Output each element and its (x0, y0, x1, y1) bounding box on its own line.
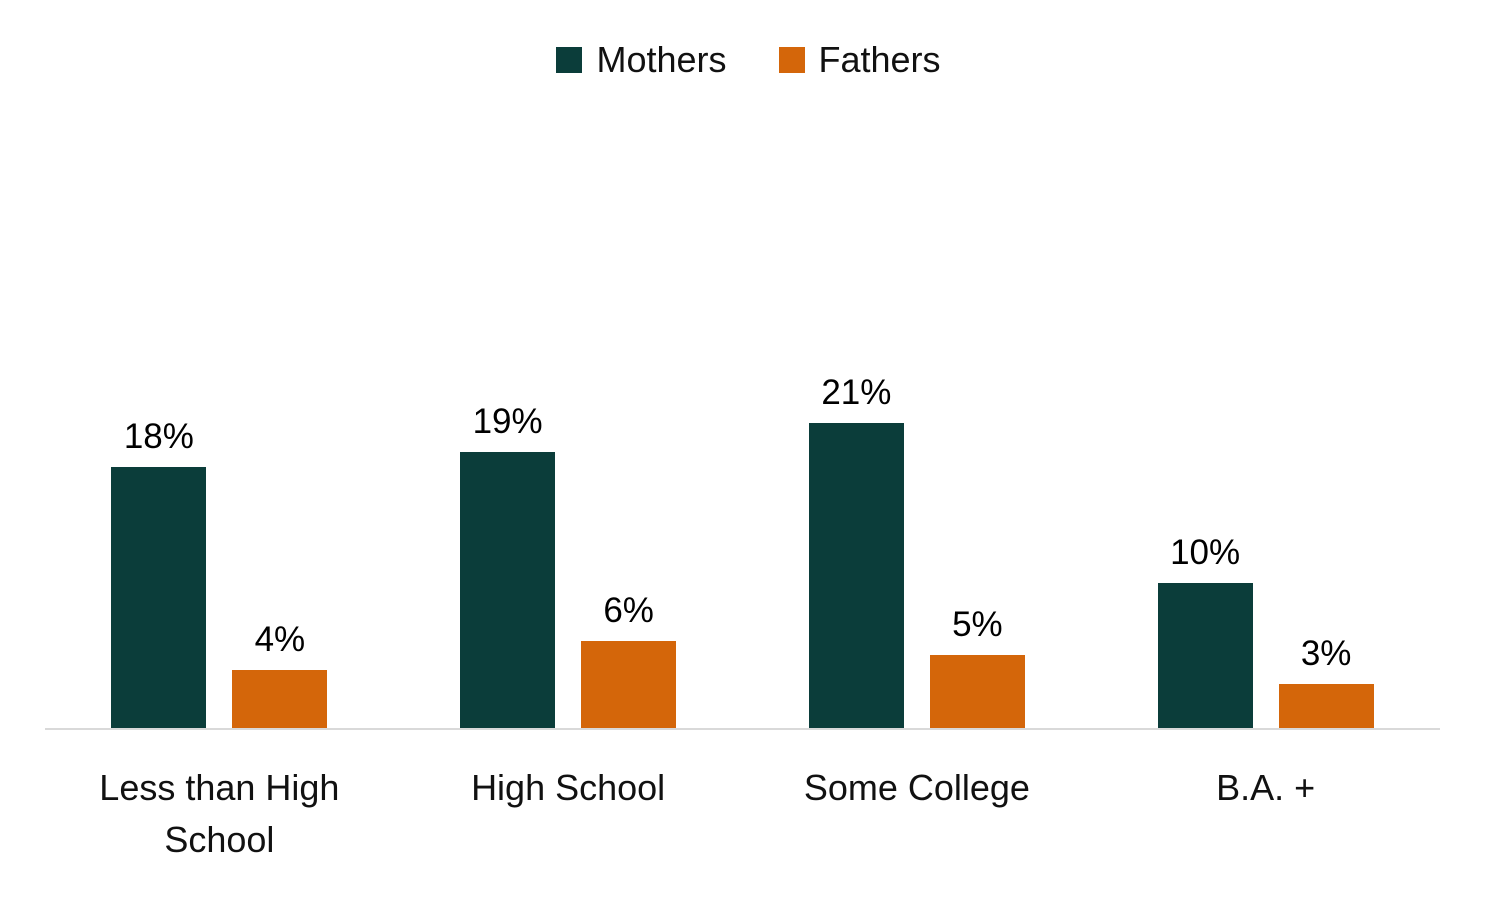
legend-item-fathers: Fathers (778, 39, 941, 80)
x-axis-labels: Less than High School High School Some C… (45, 762, 1440, 866)
bar-value-label: 18% (123, 417, 194, 456)
bar-value-label: 19% (472, 402, 543, 441)
bar-wrap: 18% (111, 417, 207, 728)
bar-fathers (1278, 684, 1374, 728)
fathers-swatch-icon (778, 47, 805, 73)
bar-wrap: 6% (581, 591, 677, 728)
bar-fathers (581, 641, 677, 728)
bar-fathers (232, 670, 328, 728)
bar-wrap: 19% (460, 402, 556, 728)
x-axis-label-some-college: Some College (743, 762, 1092, 866)
bar-mothers (808, 423, 904, 728)
bar-wrap: 21% (808, 373, 904, 728)
mothers-swatch-icon (556, 47, 583, 73)
bar-value-label: 21% (821, 373, 892, 412)
chart-legend: Mothers Fathers (0, 42, 1497, 78)
legend-label-mothers: Mothers (596, 39, 727, 80)
plot-area: 18% 4% 19% 6% 21% 5% 10% 3% (45, 0, 1440, 730)
bar-mothers (460, 452, 556, 728)
x-axis-label-text: Some College (803, 767, 1030, 808)
bar-mothers (1157, 583, 1253, 728)
bar-group: 19% 6% (394, 404, 743, 728)
bar-value-label: 5% (952, 605, 1003, 644)
bar-wrap: 3% (1278, 634, 1374, 728)
x-axis-label-text: Less than High School (99, 767, 340, 861)
x-axis-label-high-school: High School (394, 762, 743, 866)
bar-fathers (929, 655, 1025, 728)
bar-wrap: 4% (232, 620, 328, 728)
legend-item-mothers: Mothers (556, 39, 727, 80)
bar-group: 10% 3% (1091, 535, 1440, 728)
bar-value-label: 6% (603, 591, 654, 630)
legend-label-fathers: Fathers (818, 39, 941, 80)
x-axis-label-text: B.A. + (1216, 767, 1316, 808)
bar-group: 18% 4% (45, 419, 394, 728)
x-axis-label-ba-plus: B.A. + (1091, 762, 1440, 866)
bar-value-label: 3% (1300, 634, 1352, 673)
bar-mothers (111, 467, 207, 728)
bar-wrap: 10% (1157, 533, 1253, 728)
bar-value-label: 4% (254, 620, 306, 659)
x-axis-label-less-than-high-school: Less than High School (45, 762, 394, 866)
bar-group: 21% 5% (743, 375, 1092, 728)
x-axis-label-text: High School (471, 767, 666, 808)
bar-wrap: 5% (929, 605, 1025, 728)
bar-value-label: 10% (1170, 533, 1241, 572)
